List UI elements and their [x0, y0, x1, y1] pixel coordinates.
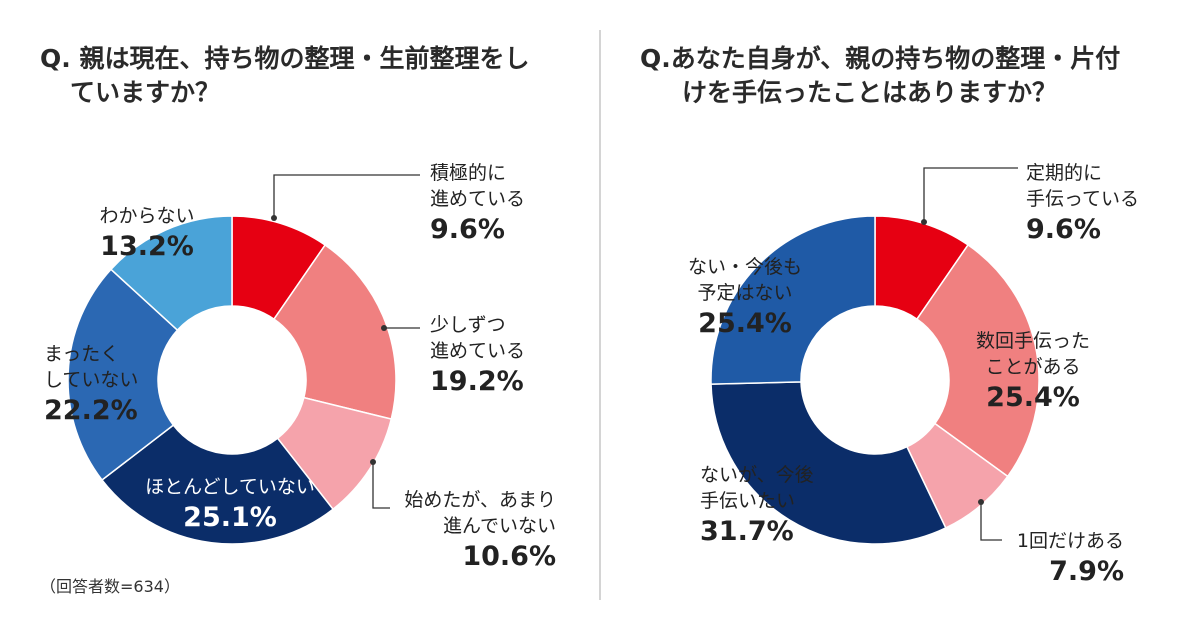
chart1-value-unknown: 13.2%	[100, 231, 194, 262]
chart2-label-no-plan-line-1: ない・今後も	[687, 256, 802, 278]
question-1-title-line-2: ていますか？	[70, 78, 221, 107]
chart1-label-active-line-2: 進めている	[430, 188, 526, 210]
chart2-leader-line-1	[923, 167, 1018, 222]
chart2-slice-4	[710, 381, 947, 545]
chart2-label-once-line-1: 1回だけある	[1016, 530, 1124, 552]
chart2-label-want-to-line-2: 手伝いたい	[700, 490, 796, 512]
chart1-value-started: 10.6%	[462, 541, 556, 572]
chart1-leader-dot-1	[271, 215, 277, 221]
chart1-label-rarely-line-1: ほとんどしていない	[145, 476, 315, 498]
chart1-leader-dot-3	[370, 459, 376, 465]
chart1-slice-4	[100, 424, 335, 545]
question-1-title: Q. 親は現在、持ち物の整理・生前整理をし ていますか？	[40, 42, 529, 110]
chart1-label-active-line-1: 積極的に	[430, 162, 507, 184]
chart2-value-regularly: 9.6%	[1026, 214, 1101, 245]
chart1-label-never-line-2: していない	[44, 369, 139, 391]
chart2-leader-line-3	[980, 502, 1002, 541]
chart1-label-started-line-1: 始めたが、あまり	[404, 489, 556, 511]
chart1-leader-line-3	[372, 462, 390, 509]
chart2-label-no-plan-line-2: 予定はない	[697, 282, 793, 304]
chart1-value-never: 22.2%	[44, 395, 138, 426]
chart2-label-several-line-2: ことがある	[985, 356, 1081, 378]
chart1-label-gradual: 少しずつ 進めている 19.2%	[430, 312, 525, 400]
chart2-value-want-to: 31.7%	[700, 516, 794, 547]
chart2-label-regularly-line-2: 手伝っている	[1026, 188, 1140, 210]
chart1-leader-line-1	[273, 174, 420, 218]
question-2-title-line-2: けを手伝ったことはありますか？	[682, 78, 1058, 107]
chart2-value-once: 7.9%	[1049, 556, 1124, 587]
chart1-label-rarely: ほとんどしていない 25.1%	[110, 474, 350, 536]
chart2-label-several-line-1: 数回手伝った	[975, 330, 1090, 352]
chart1-value-rarely: 25.1%	[183, 502, 277, 533]
chart2-label-several: 数回手伝った ことがある 25.4%	[958, 328, 1108, 416]
chart1-leader-dot-2	[381, 325, 387, 331]
chart2-label-regularly: 定期的に 手伝っている 9.6%	[1026, 160, 1139, 248]
chart2-leader-dot-1	[921, 219, 927, 225]
chart1-value-gradual: 19.2%	[430, 366, 524, 397]
chart1-slice-5	[67, 268, 179, 482]
chart2-leader-dot-3	[978, 499, 984, 505]
chart1-label-gradual-line-2: 進めている	[430, 340, 526, 362]
chart1-label-never: まったく していない 22.2%	[44, 341, 138, 429]
chart1-slice-6	[109, 215, 233, 332]
chart1-slice-2	[272, 243, 397, 420]
chart2-slice-5	[710, 215, 876, 385]
chart1-value-active: 9.6%	[430, 214, 505, 245]
chart2-label-regularly-line-1: 定期的に	[1026, 162, 1103, 184]
chart2-value-several: 25.4%	[986, 382, 1080, 413]
respondent-count-note: （回答者数=634）	[40, 577, 180, 596]
question-2-title-line-1: Q.あなた自身が、親の持ち物の整理・片付	[640, 44, 1121, 73]
chart2-label-want-to: ないが、今後 手伝いたい 31.7%	[700, 462, 814, 550]
chart1-label-never-line-1: まったく	[44, 343, 120, 365]
chart1-label-unknown-line-1: わからない	[99, 205, 195, 227]
chart2-value-no-plan: 25.4%	[698, 308, 792, 339]
chart1-label-started: 始めたが、あまり 進んでいない 10.6%	[392, 487, 556, 575]
chart1-label-active: 積極的に 進めている 9.6%	[430, 160, 525, 248]
chart2-slice-2	[915, 243, 1040, 478]
question-1-title-line-1: Q. 親は現在、持ち物の整理・生前整理をし	[40, 44, 530, 73]
chart1-label-unknown: わからない 13.2%	[82, 203, 212, 265]
question-2-title: Q.あなた自身が、親の持ち物の整理・片付 けを手伝ったことはありますか？	[640, 42, 1120, 110]
chart1-label-started-line-2: 進んでいない	[442, 515, 556, 537]
chart1-label-gradual-line-1: 少しずつ	[430, 314, 506, 336]
chart2-label-want-to-line-1: ないが、今後	[700, 464, 814, 486]
chart2-label-no-plan: ない・今後も 予定はない 25.4%	[670, 254, 820, 342]
panel-divider	[599, 30, 601, 600]
chart2-label-once: 1回だけある 7.9%	[1000, 528, 1124, 590]
